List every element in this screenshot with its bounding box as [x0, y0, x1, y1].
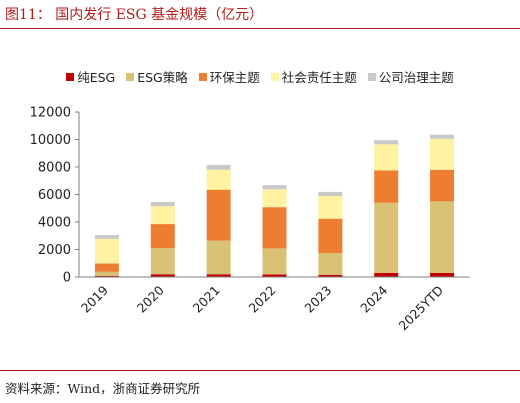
bar-segment: [430, 134, 455, 139]
bar-segment: [430, 169, 455, 202]
bar-segment: [150, 248, 175, 275]
bar-segment: [94, 238, 119, 264]
y-tick-label: 6000: [38, 188, 71, 203]
bar-segment: [318, 274, 343, 277]
legend-label: 公司治理主题: [378, 70, 454, 85]
legend-item: ESG策略: [126, 67, 188, 86]
legend-item: 公司治理主题: [367, 67, 454, 86]
x-tick-label: 2020: [134, 282, 167, 315]
bar-segment: [318, 218, 343, 254]
chart-legend: 纯ESG ESG策略 环保主题 社会责任主题 公司治理主题: [0, 67, 520, 86]
legend-swatch: [126, 72, 135, 81]
legend-item: 环保主题: [198, 67, 260, 86]
legend-label: 纯ESG: [77, 70, 116, 85]
y-tick-label: 8000: [38, 161, 71, 176]
bar-segment: [262, 207, 287, 249]
y-tick-label: 12000: [30, 106, 71, 121]
x-tick-label: 2022: [246, 283, 279, 316]
bar-segment: [262, 185, 287, 190]
bar-segment: [318, 191, 343, 197]
legend-label: ESG策略: [137, 70, 188, 85]
source-note: 资料来源：Wind，浙商证券研究所: [5, 381, 201, 396]
bar-segment: [262, 274, 287, 277]
y-tick-label: 4000: [38, 216, 71, 231]
footer-divider: [0, 370, 520, 371]
bar-segment: [318, 253, 343, 275]
legend-label: 社会责任主题: [281, 70, 357, 85]
bar-segment: [430, 138, 455, 170]
x-tick-label: 2021: [190, 283, 223, 316]
x-tick-label: 2023: [301, 283, 334, 316]
chart-title: 图11： 国内发行 ESG 基金规模（亿元）: [5, 7, 264, 23]
bar-segment: [94, 235, 119, 239]
y-tick-label: 2000: [38, 243, 71, 258]
x-tick-label: 2024: [357, 282, 390, 315]
bar-segment: [374, 140, 399, 145]
bar-segment: [318, 196, 343, 219]
bar-segment: [374, 202, 399, 273]
y-tick-label: 0: [63, 271, 71, 286]
legend-swatch: [367, 72, 376, 81]
bar-segment: [262, 248, 287, 275]
bar-segment: [206, 164, 231, 170]
bar-segment: [150, 224, 175, 249]
bar-segment: [374, 272, 399, 277]
bar-segment: [206, 240, 231, 275]
legend-swatch: [198, 72, 207, 81]
bar-segment: [206, 169, 231, 190]
y-tick-label: 10000: [30, 133, 71, 148]
bar-segment: [94, 263, 119, 272]
bar-segment: [94, 275, 119, 277]
bar-segment: [94, 271, 119, 276]
bar-segment: [206, 189, 231, 241]
bar-segment: [430, 272, 455, 277]
legend-item: 纯ESG: [66, 67, 115, 86]
legend-swatch: [66, 72, 75, 81]
legend-label: 环保主题: [209, 70, 260, 85]
title-divider: [0, 28, 520, 29]
bar-segment: [262, 189, 287, 208]
bar-segment: [206, 274, 231, 277]
x-tick-label: 2019: [78, 282, 111, 315]
bar-segment: [374, 144, 399, 171]
bar-segment: [374, 170, 399, 203]
bar-segment: [150, 206, 175, 225]
legend-swatch: [270, 72, 279, 81]
bar-segment: [430, 201, 455, 273]
bar-segment: [150, 274, 175, 277]
x-tick-label: 2025YTD: [395, 283, 446, 334]
legend-item: 社会责任主题: [270, 67, 357, 86]
bar-segment: [150, 202, 175, 207]
stacked-bar-chart: 0 2000 4000 6000 8000 10000 12000 2019 2020 2021 2…: [30, 106, 470, 334]
